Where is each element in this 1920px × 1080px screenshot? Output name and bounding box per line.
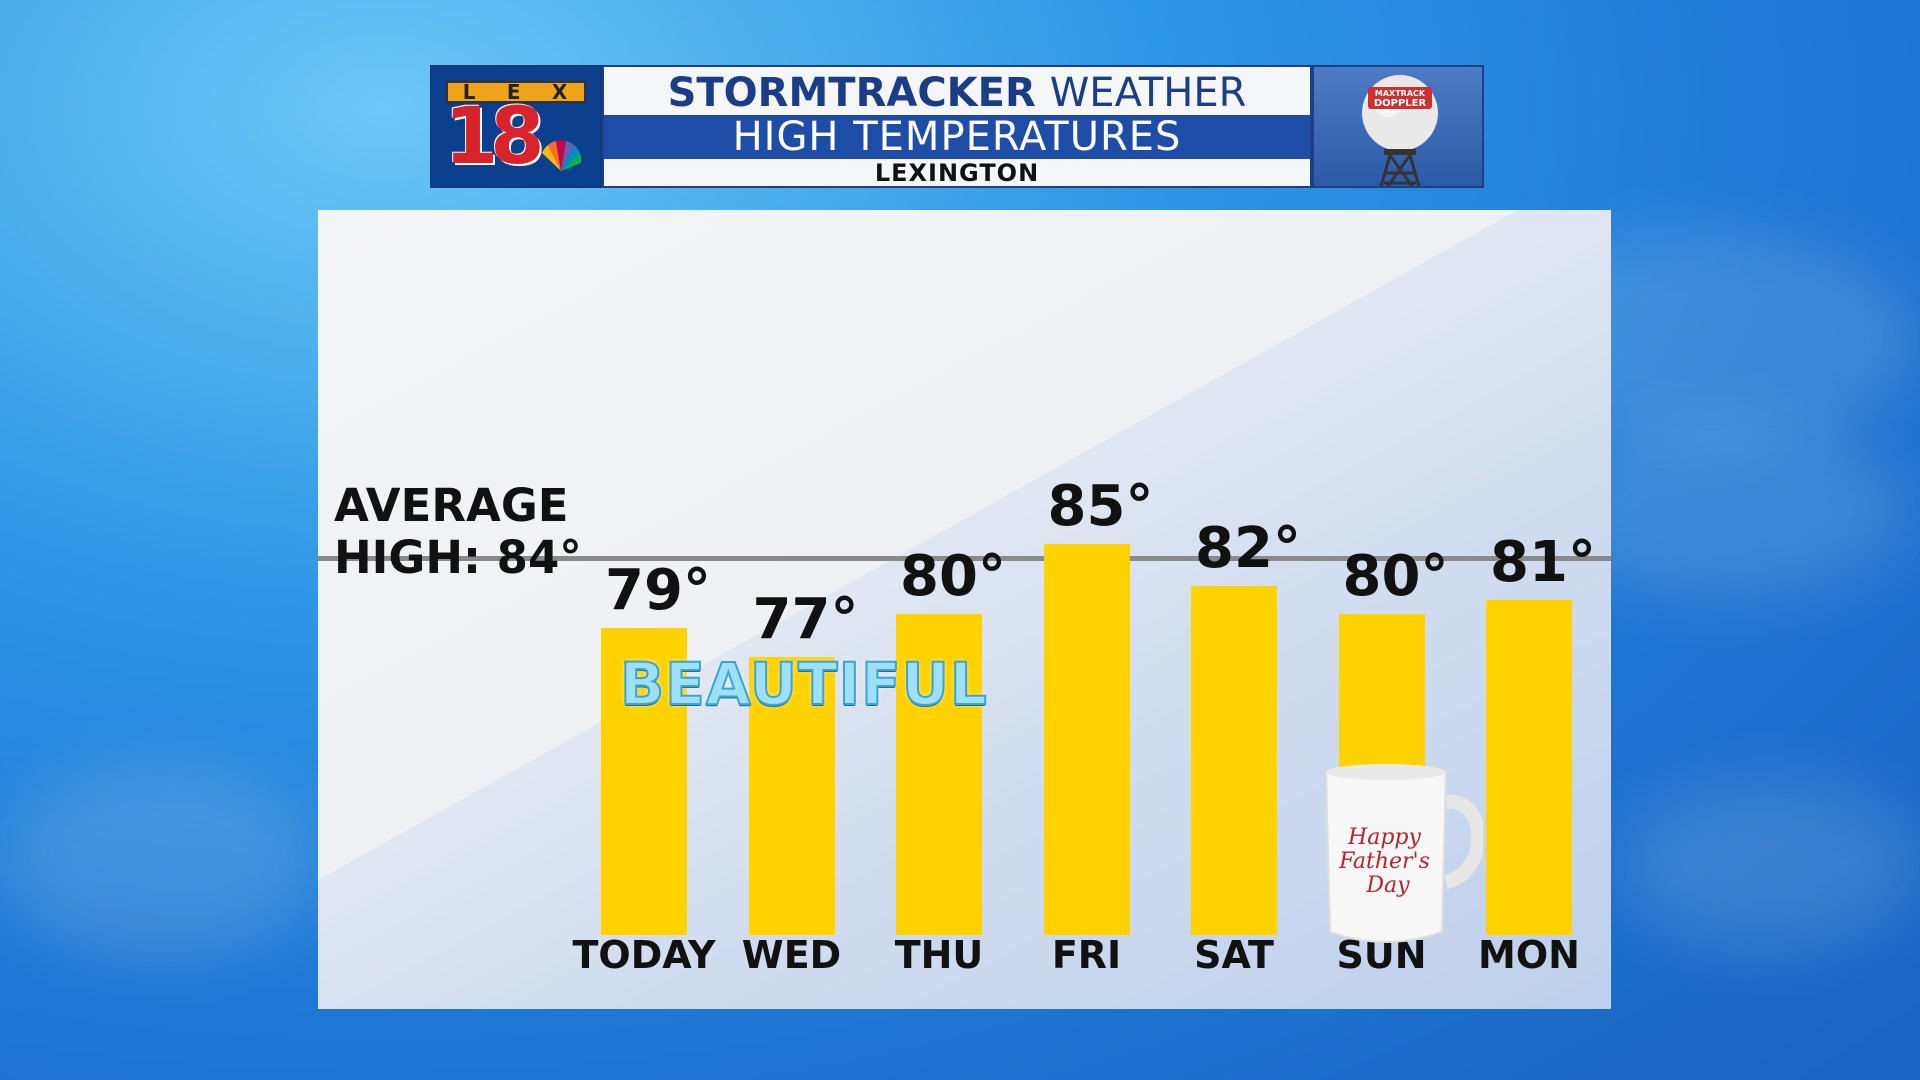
radar-tower-icon: MAXTRACK DOPPLER xyxy=(1362,75,1438,186)
logo-letters: L E X xyxy=(446,80,586,104)
value-label-fri: 85° xyxy=(1047,473,1154,539)
bar-sat xyxy=(1191,586,1277,935)
fathers-day-mug-image: Happy Father's Day xyxy=(1324,764,1483,943)
value-label-today: 79° xyxy=(605,558,711,624)
value-label-sat: 82° xyxy=(1195,516,1301,581)
day-label-wed: WED xyxy=(741,933,842,977)
bar-fri xyxy=(1043,543,1130,935)
day-label-fri: FRI xyxy=(1051,933,1122,977)
value-label-sun: 80° xyxy=(1342,544,1449,610)
day-label-sat: SAT xyxy=(1194,933,1274,977)
chart-panel: AVERAGE HIGH: 84° 79° TODAY 77° WED 80° THU 85… xyxy=(318,210,1611,1009)
day-label-mon: MON xyxy=(1478,933,1580,977)
bar-thu xyxy=(896,614,982,935)
doppler-radar-graphic: MAXTRACK DOPPLER xyxy=(1312,65,1484,188)
average-high-label: AVERAGE HIGH: 84° xyxy=(334,479,582,584)
radar-label-bottom: DOPPLER xyxy=(1374,98,1427,109)
beautiful-overlay-text: BEAUTIFUL xyxy=(619,649,988,719)
logo-number: 18 xyxy=(444,92,545,182)
mug-text: Happy Father's Day xyxy=(1338,825,1437,898)
header-banner: L E X 18 STORMTRACKER WEATHER HIGH TEMPE… xyxy=(430,65,1484,188)
average-high-line xyxy=(318,555,1611,561)
value-label-wed: 77° xyxy=(752,586,859,652)
day-label-today: TODAY xyxy=(572,933,716,977)
value-label-thu: 80° xyxy=(900,544,1006,610)
bar-wed xyxy=(748,656,835,935)
title-box: STORMTRACKER WEATHER HIGH TEMPERATURES L… xyxy=(602,65,1312,188)
program-title: STORMTRACKER WEATHER xyxy=(667,70,1247,116)
bar-mon xyxy=(1486,600,1572,935)
chart-title: HIGH TEMPERATURES xyxy=(604,115,1310,159)
station-logo: L E X 18 xyxy=(430,65,602,188)
day-label-thu: THU xyxy=(894,933,984,977)
peacock-icon xyxy=(542,140,582,171)
bar-today xyxy=(601,628,687,935)
location-label: LEXINGTON xyxy=(874,159,1040,187)
value-label-mon: 81° xyxy=(1490,530,1596,596)
radar-label-top: MAXTRACK xyxy=(1375,89,1426,98)
